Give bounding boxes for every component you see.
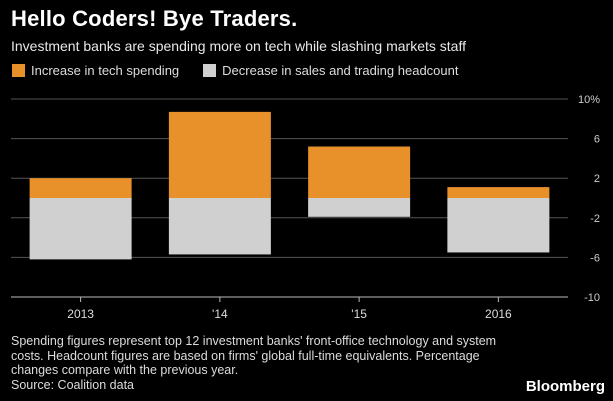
legend-label-headcount: Decrease in sales and trading headcount — [222, 63, 459, 78]
x-tick-label: '15 — [351, 307, 367, 321]
legend-swatch-headcount — [203, 64, 217, 77]
footnote-line-3: changes compare with the previous year. — [11, 363, 239, 377]
legend-swatch-tech — [12, 64, 25, 77]
bar-headcount — [308, 198, 411, 217]
bar-tech-spending — [308, 146, 411, 198]
x-tick-label: 2013 — [67, 307, 94, 321]
footnote-line-2: costs. Headcount figures are based on fi… — [11, 348, 480, 363]
bar-tech-spending — [168, 111, 271, 198]
legend-label-tech: Increase in tech spending — [31, 63, 180, 78]
y-tick-label: -10 — [584, 292, 600, 304]
bar-tech-spending — [447, 187, 550, 198]
chart-subtitle: Investment banks are spending more on te… — [11, 38, 466, 54]
bar-tech-spending — [29, 178, 132, 198]
bar-headcount — [447, 198, 550, 253]
x-tick-label: '14 — [212, 307, 228, 321]
footnote-line-1: Spending figures represent top 12 invest… — [11, 334, 497, 348]
source-note: Source: Coalition data — [11, 377, 134, 392]
footnote: Spending figures represent top 12 invest… — [11, 334, 531, 392]
x-tick-label: 2016 — [485, 307, 512, 321]
bar-headcount — [168, 198, 271, 255]
legend-item-headcount: Decrease in sales and trading headcount — [203, 63, 458, 78]
y-tick-label: 2 — [594, 173, 600, 185]
y-tick-label: -2 — [590, 213, 600, 225]
legend-item-tech: Increase in tech spending — [12, 63, 179, 78]
bar-headcount — [29, 198, 132, 260]
y-tick-label: 10% — [578, 94, 600, 106]
chart-title: Hello Coders! Bye Traders. — [11, 6, 298, 31]
y-tick-label: 6 — [594, 134, 600, 146]
bloomberg-logo: Bloomberg — [525, 378, 605, 395]
y-tick-label: -6 — [590, 252, 600, 264]
legend: Increase in tech spending Decrease in sa… — [12, 63, 482, 78]
